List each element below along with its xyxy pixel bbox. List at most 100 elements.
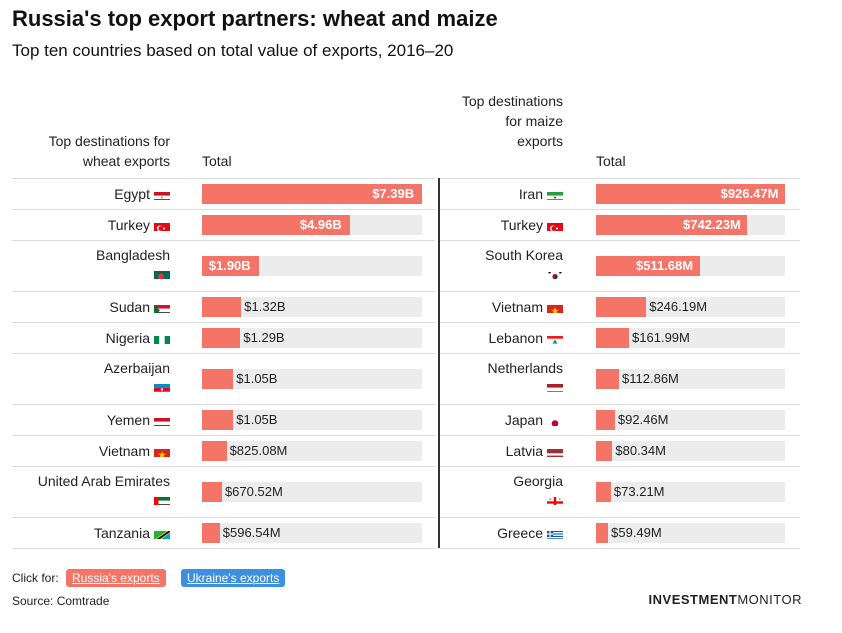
- maize-bar-track: $73.21M: [596, 481, 785, 502]
- wheat-bar: [202, 522, 220, 543]
- maize-total-header: Total: [596, 153, 626, 169]
- maize-row-label: Iran: [460, 185, 563, 203]
- row-separator: [440, 517, 800, 518]
- row-separator: [12, 466, 435, 467]
- maize-value-label: $73.21M: [613, 483, 665, 499]
- maize-value-label: $511.68M: [635, 257, 694, 273]
- wheat-value-label: $1.29B: [243, 329, 285, 345]
- maize-value-label: $92.46M: [617, 411, 669, 427]
- maize-bar: [596, 409, 615, 430]
- netherlands-flag-icon: [547, 381, 563, 392]
- egypt-flag-icon: [154, 189, 170, 200]
- azerbaijan-flag-icon: [154, 381, 170, 392]
- wheat-value-label: $1.32B: [244, 298, 286, 314]
- wheat-country-name: Azerbaijan: [103, 360, 170, 376]
- maize-bar-track: $511.68M: [596, 255, 785, 276]
- wheat-country-name: Bangladesh: [96, 247, 170, 263]
- iran-flag-icon: [547, 189, 563, 200]
- maize-row-label: Latvia: [460, 442, 563, 460]
- wheat-row-label: Egypt: [12, 185, 170, 203]
- maize-row-label: South Korea: [460, 246, 563, 282]
- wheat-row-label: Azerbaijan: [12, 359, 170, 395]
- uae-flag-icon: [154, 494, 170, 505]
- maize-value-label: $59.49M: [611, 524, 662, 540]
- wheat-value-label: $4.96B: [299, 216, 342, 232]
- wheat-country-name: Sudan: [109, 298, 150, 315]
- wheat-bar: [202, 327, 241, 348]
- row-separator: [12, 353, 435, 354]
- lebanon-flag-icon: [547, 333, 563, 344]
- vietnam-flag-icon: [154, 446, 170, 457]
- wheat-country-name: Tanzania: [93, 524, 150, 541]
- wheat-bar-track: $670.52M: [202, 481, 422, 502]
- maize-bar: [596, 296, 647, 317]
- maize-country-name: Georgia: [513, 473, 563, 489]
- row-separator: [12, 517, 435, 518]
- wheat-bar: [202, 409, 234, 430]
- maize-row-label: Georgia: [460, 472, 563, 508]
- row-separator: [440, 435, 800, 436]
- maize-column-header: Top destinations for maize exports: [461, 93, 563, 149]
- row-separator: [12, 209, 435, 210]
- maize-country-name: Turkey: [500, 216, 543, 233]
- maize-bar: [596, 255, 701, 276]
- row-separator: [440, 291, 800, 292]
- russia-exports-button[interactable]: Russia's exports: [66, 569, 166, 587]
- wheat-country-name: Vietnam: [98, 442, 150, 459]
- row-separator: [440, 240, 800, 241]
- wheat-bar: [202, 296, 242, 317]
- wheat-bar-track: $7.39B: [202, 183, 422, 204]
- wheat-value-label: $1.05B: [236, 370, 278, 386]
- wheat-bar-track: $825.08M: [202, 440, 422, 461]
- wheat-bar: [202, 214, 350, 235]
- maize-bar: [596, 481, 611, 502]
- nigeria-flag-icon: [154, 333, 170, 344]
- wheat-bar-track: $596.54M: [202, 522, 422, 543]
- maize-country-name: Netherlands: [487, 360, 564, 376]
- wheat-bar-track: $1.05B: [202, 409, 422, 430]
- row-separator: [12, 435, 435, 436]
- maize-country-name: Lebanon: [488, 329, 543, 346]
- maize-bar: [596, 368, 620, 389]
- row-separator: [12, 240, 435, 241]
- row-separator: [440, 548, 800, 549]
- wheat-bar-track: $4.96B: [202, 214, 422, 235]
- wheat-value-label: $7.39B: [372, 185, 415, 201]
- wheat-bar-track: $1.29B: [202, 327, 422, 348]
- wheat-row-label: Bangladesh: [12, 246, 170, 282]
- maize-bar-track: $80.34M: [596, 440, 785, 461]
- wheat-row-label: Nigeria: [12, 329, 170, 347]
- brand-light: MONITOR: [737, 592, 802, 607]
- source-label: Source: Comtrade: [12, 594, 110, 608]
- column-divider: [438, 178, 440, 548]
- row-separator: [12, 291, 435, 292]
- row-separator: [440, 322, 800, 323]
- maize-value-label: $246.19M: [649, 298, 708, 314]
- wheat-bar: [202, 183, 422, 204]
- southkorea-flag-icon: [547, 268, 563, 279]
- turkey-flag-icon: [547, 220, 563, 231]
- maize-row-label: Netherlands: [460, 359, 563, 395]
- maize-bar: [596, 522, 609, 543]
- maize-row-label: Greece: [460, 524, 563, 542]
- maize-bar-track: $59.49M: [596, 522, 785, 543]
- row-separator: [440, 209, 800, 210]
- yemen-flag-icon: [154, 415, 170, 426]
- chart-subtitle: Top ten countries based on total value o…: [12, 41, 454, 60]
- maize-row-label: Lebanon: [460, 329, 563, 347]
- maize-row-label: Japan: [460, 411, 563, 429]
- row-separator: [12, 404, 435, 405]
- row-separator: [12, 322, 435, 323]
- maize-row-label: Turkey: [460, 216, 563, 234]
- chart-title: Russia's top export partners: wheat and …: [12, 6, 498, 31]
- wheat-country-name: Yemen: [106, 411, 150, 428]
- wheat-value-label: $1.05B: [236, 411, 278, 427]
- wheat-value-label: $1.90B: [208, 257, 251, 273]
- latvia-flag-icon: [547, 446, 563, 457]
- wheat-total-header: Total: [202, 153, 232, 169]
- wheat-value-label: $596.54M: [222, 524, 281, 540]
- maize-country-name: Iran: [518, 185, 543, 202]
- ukraine-exports-button[interactable]: Ukraine's exports: [181, 569, 286, 587]
- wheat-bar-track: $1.32B: [202, 296, 422, 317]
- maize-value-label: $926.47M: [720, 185, 779, 201]
